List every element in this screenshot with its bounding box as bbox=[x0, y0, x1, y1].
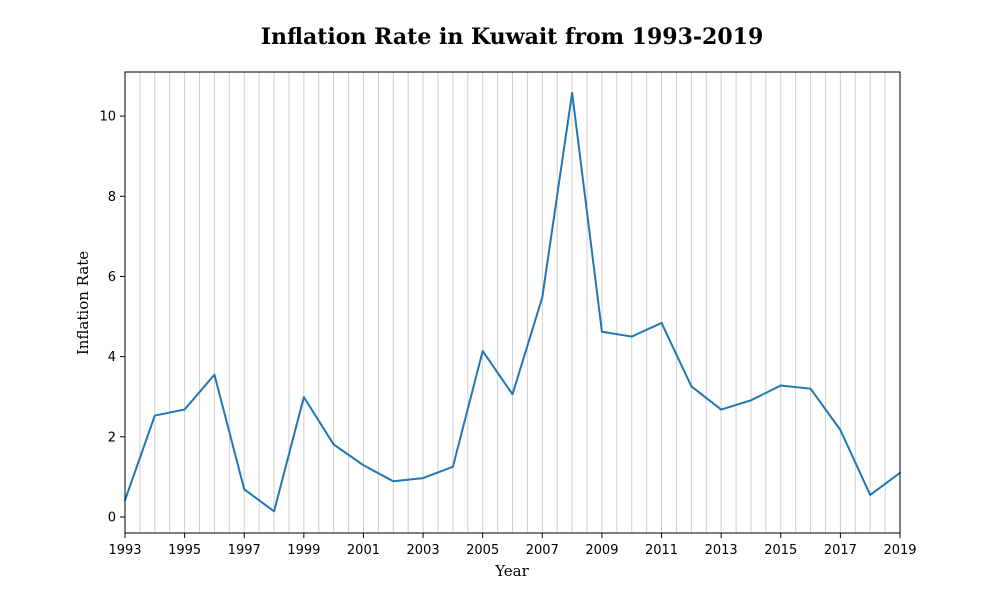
x-tick-label: 1993 bbox=[108, 543, 141, 558]
ticks: 1993 1995 1997 1999 2001 2003 2005 2007 2009 2011… bbox=[99, 110, 916, 558]
y-tick-label: 2 bbox=[108, 430, 116, 445]
series-layer bbox=[124, 91, 901, 513]
x-tick-label: 2009 bbox=[585, 543, 618, 558]
x-axis-label: Year bbox=[494, 562, 529, 580]
y-tick-label: 6 bbox=[108, 270, 116, 285]
y-tick-label: 8 bbox=[108, 190, 116, 205]
y-tick-label: 10 bbox=[99, 110, 116, 125]
x-tick-label: 2001 bbox=[347, 543, 380, 558]
grid-lines bbox=[124, 72, 901, 533]
x-tick-label: 2017 bbox=[824, 543, 857, 558]
y-tick-label: 4 bbox=[108, 350, 116, 365]
axes bbox=[124, 71, 901, 534]
x-tick-label: 2005 bbox=[466, 543, 499, 558]
x-tick-label: 1997 bbox=[228, 543, 261, 558]
series-line bbox=[124, 91, 901, 513]
plot-frame bbox=[124, 71, 901, 534]
x-tick-label: 2013 bbox=[705, 543, 738, 558]
x-tick-label: 2003 bbox=[407, 543, 440, 558]
y-tick-label: 0 bbox=[108, 510, 116, 525]
x-tick-label: 2011 bbox=[645, 543, 678, 558]
x-tick-label: 1995 bbox=[168, 543, 201, 558]
x-tick-label: 2015 bbox=[764, 543, 797, 558]
x-tick-label: 1999 bbox=[287, 543, 320, 558]
y-axis-label: Inflation Rate bbox=[74, 251, 92, 355]
chart-title: Inflation Rate in Kuwait from 1993-2019 bbox=[261, 24, 764, 50]
x-tick-label: 2019 bbox=[883, 543, 916, 558]
x-tick-label: 2007 bbox=[526, 543, 559, 558]
